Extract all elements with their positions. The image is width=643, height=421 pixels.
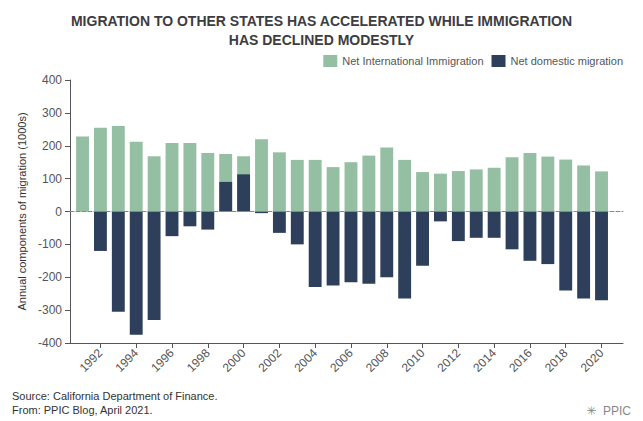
svg-text:-400: -400 [38,336,62,350]
svg-text:-100: -100 [38,237,62,251]
svg-text:✳ PPIC: ✳ PPIC [586,404,631,418]
svg-text:2010: 2010 [399,346,428,375]
svg-text:Annual components of migration: Annual components of migration (1000s) [16,112,28,310]
svg-text:-300: -300 [38,303,62,317]
svg-text:2018: 2018 [542,346,571,375]
svg-text:1996: 1996 [148,346,177,375]
svg-text:0: 0 [55,205,62,219]
svg-text:2004: 2004 [291,346,320,375]
svg-text:1994: 1994 [112,346,141,375]
svg-text:Source: California Department: Source: California Department of Finance… [12,390,217,402]
svg-text:2008: 2008 [363,346,392,375]
svg-text:1998: 1998 [184,346,213,375]
svg-text:From: PPIC Blog, April 2021.: From: PPIC Blog, April 2021. [12,404,153,416]
svg-text:2000: 2000 [220,346,249,375]
svg-text:2006: 2006 [327,346,356,375]
svg-text:2002: 2002 [256,346,285,375]
svg-text:HAS DECLINED MODESTLY: HAS DECLINED MODESTLY [229,32,415,48]
svg-text:Net domestic migration: Net domestic migration [511,55,623,67]
svg-text:Net International Immigration: Net International Immigration [342,55,483,67]
svg-text:400: 400 [42,73,62,87]
svg-text:MIGRATION TO OTHER STATES HAS: MIGRATION TO OTHER STATES HAS ACCELERATE… [71,13,572,29]
svg-text:100: 100 [42,172,62,186]
svg-text:2014: 2014 [470,346,499,375]
svg-text:2016: 2016 [506,346,535,375]
svg-text:-200: -200 [38,270,62,284]
svg-text:2012: 2012 [435,346,464,375]
svg-text:300: 300 [42,106,62,120]
svg-text:1992: 1992 [77,346,106,375]
svg-text:200: 200 [42,139,62,153]
svg-text:2020: 2020 [578,346,607,375]
